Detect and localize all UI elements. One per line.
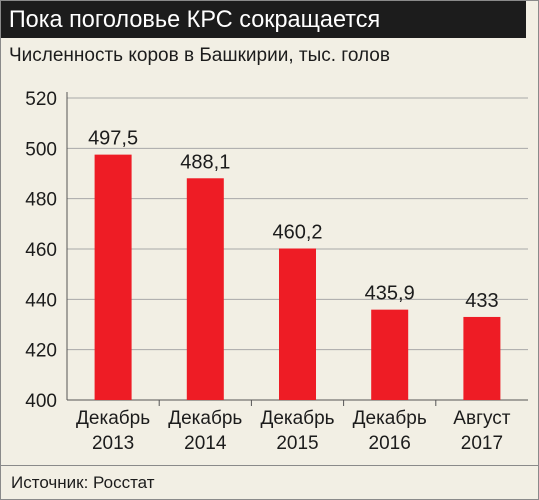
y-tick-label: 440 — [25, 290, 57, 311]
bar-chart: 400 420 440 460 480 500 520 497,5 Декабрь 2013 488… — [25, 89, 528, 454]
x-tick-label: 2013 — [92, 433, 134, 454]
x-tick-label: Декабрь — [76, 408, 150, 429]
chart-title: Пока поголовье КРС сокращается — [1, 1, 526, 38]
data-label: 497,5 — [88, 128, 138, 150]
source-note: Источник: Росстат — [1, 465, 538, 499]
x-tick-label: 2015 — [276, 433, 318, 454]
y-tick-label: 500 — [25, 139, 57, 160]
y-tick-label: 420 — [25, 341, 57, 362]
x-tick-label: 2016 — [369, 433, 411, 454]
x-tick-label: Август — [453, 408, 510, 429]
data-label: 435,9 — [365, 283, 415, 305]
y-tick-label: 520 — [25, 89, 57, 110]
y-tick-label: 400 — [25, 391, 57, 412]
y-tick-label: 460 — [25, 240, 57, 261]
chart-subtitle: Численность коров в Башкирии, тыс. голов — [9, 45, 390, 66]
bar — [371, 309, 409, 400]
data-label: 488,1 — [180, 151, 230, 173]
x-tick-label: 2014 — [184, 433, 227, 454]
x-tick-label: Декабрь — [353, 408, 427, 429]
bar — [463, 316, 501, 400]
y-tick-label: 480 — [25, 190, 57, 211]
x-tick-label: Декабрь — [260, 408, 334, 429]
x-tick-label: Декабрь — [168, 408, 242, 429]
data-label: 433 — [465, 290, 498, 312]
bar — [94, 154, 132, 400]
data-label: 460,2 — [272, 221, 322, 243]
bar — [279, 248, 316, 400]
bar — [186, 178, 224, 400]
x-tick-label: 2017 — [461, 433, 503, 454]
